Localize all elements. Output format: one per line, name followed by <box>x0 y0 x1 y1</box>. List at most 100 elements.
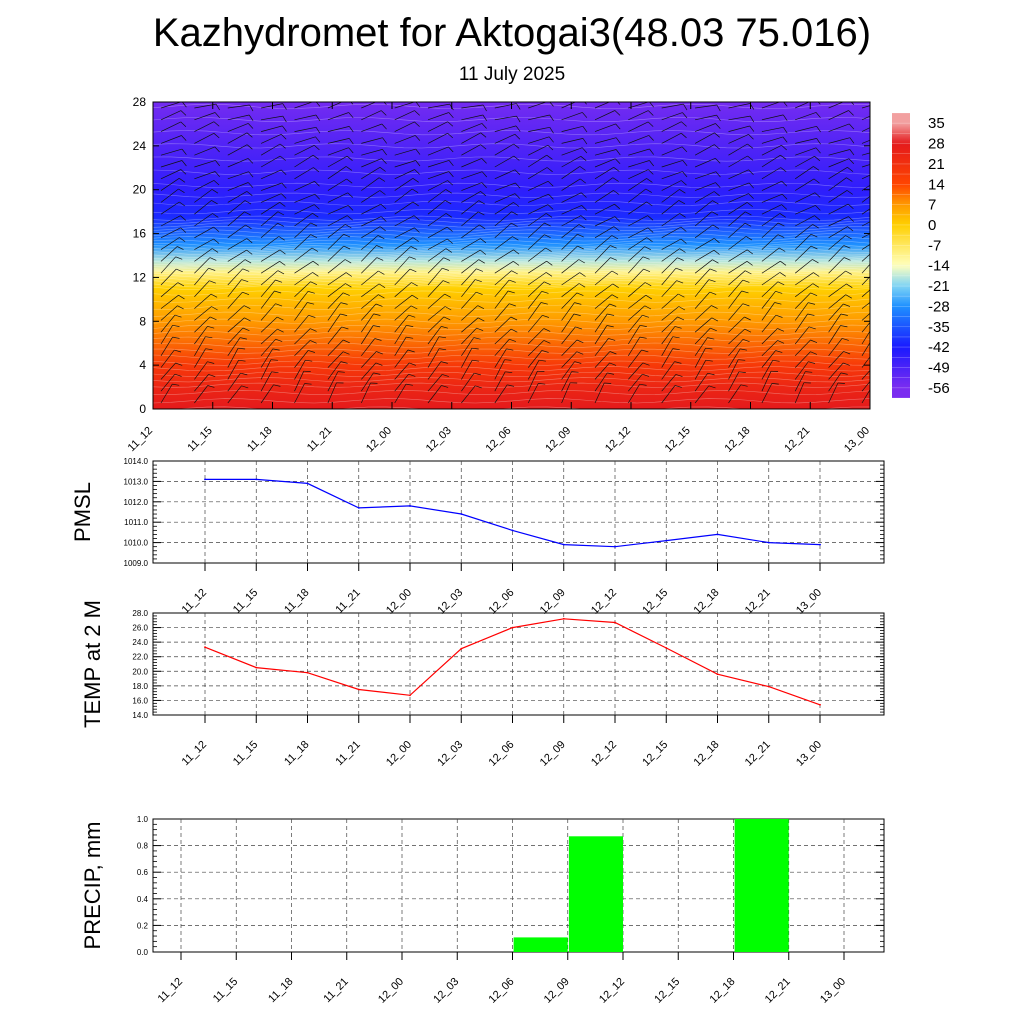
wind-barb-feather <box>648 135 654 141</box>
wind-barb-feather <box>248 114 254 121</box>
wind-barb-feather <box>315 114 321 121</box>
wind-barb <box>360 382 371 404</box>
wind-barb <box>761 180 782 191</box>
wind-barb-feather <box>244 259 252 264</box>
wind-barb <box>394 305 412 321</box>
colorbar-label: 28 <box>928 136 945 153</box>
wind-barb-feather <box>345 166 353 171</box>
wind-barb-feather <box>876 315 883 317</box>
wind-barb-feather <box>474 372 481 376</box>
wind-barb <box>427 280 444 298</box>
wind-barb <box>628 215 648 227</box>
wind-barb-feather <box>613 226 620 232</box>
wind-barb <box>260 202 280 215</box>
wind-barb-feather <box>474 279 482 283</box>
wind-barb-feather <box>541 290 549 294</box>
wind-barb <box>427 257 444 274</box>
wind-barb-feather <box>446 226 453 232</box>
wind-barb <box>294 291 309 309</box>
wind-barb <box>427 112 449 121</box>
colorbar-label: -35 <box>928 319 950 336</box>
wind-barb-feather <box>513 143 520 149</box>
wind-barb-feather <box>612 177 619 182</box>
wind-barb <box>594 294 613 309</box>
wind-barb <box>694 348 706 368</box>
heatmap-contour-line <box>153 285 870 291</box>
wind-barb-feather <box>582 138 588 145</box>
data-point <box>511 626 514 629</box>
wind-barb <box>861 208 870 215</box>
wind-barb <box>361 362 377 380</box>
wind-barb <box>628 148 650 156</box>
wind-barb <box>160 383 173 404</box>
wind-barb-feather <box>179 237 186 242</box>
data-point <box>665 647 668 649</box>
wind-barb-feather <box>781 145 787 151</box>
wind-barb-feather <box>678 200 686 205</box>
wind-barb-feather <box>642 314 650 318</box>
wind-barb-feather <box>277 222 284 227</box>
wind-barb-feather <box>409 362 416 366</box>
wind-barb-feather <box>311 247 319 252</box>
heatmap-x-tick-label: 12_18 <box>723 425 753 455</box>
wind-barb-feather <box>407 349 415 353</box>
wind-barb-feather <box>549 127 554 134</box>
wind-barb <box>194 280 210 298</box>
wind-barb-feather <box>415 148 421 155</box>
panel-frame <box>152 460 885 564</box>
wind-barb-feather <box>410 246 418 250</box>
wind-barb <box>461 360 473 380</box>
wind-barb <box>794 351 811 368</box>
wind-barb-feather <box>648 110 654 116</box>
wind-barb-feather <box>376 351 383 355</box>
colorbar-label: -42 <box>928 339 950 356</box>
y-tick-label: 1.0 <box>137 815 149 824</box>
wind-barb-feather <box>244 317 251 322</box>
wind-barb <box>594 216 616 227</box>
x-tick-label: 11_18 <box>282 739 312 769</box>
wind-barb-feather <box>881 216 886 221</box>
wind-barb-feather <box>544 222 551 227</box>
wind-barb <box>561 233 578 250</box>
heatmap-contour-line <box>153 366 870 372</box>
wind-barb-feather <box>845 235 852 240</box>
wind-barb-feather <box>878 247 884 250</box>
wind-barb <box>227 114 250 121</box>
x-tick-label: 12_09 <box>538 739 568 769</box>
wind-barb <box>761 167 781 180</box>
wind-barb <box>260 182 282 191</box>
wind-barb-feather <box>180 121 187 127</box>
wind-barb-feather <box>608 338 616 341</box>
wind-barb <box>861 302 870 309</box>
wind-barb-feather <box>414 121 420 127</box>
wind-barb <box>294 281 311 298</box>
wind-barb <box>694 249 715 262</box>
wind-barb <box>361 313 374 333</box>
wind-barb-feather <box>772 359 780 362</box>
wind-barb <box>160 110 182 121</box>
wind-barb-feather <box>642 256 650 260</box>
wind-barb-feather <box>410 305 418 310</box>
wind-barb-feather <box>682 171 688 178</box>
wind-barb-feather <box>705 359 713 362</box>
x-tick-label: 13_00 <box>794 739 824 769</box>
wind-barb-feather <box>249 104 254 112</box>
wind-barb <box>594 203 615 215</box>
wind-barb-feather <box>782 136 788 143</box>
wind-barb-feather <box>508 290 515 294</box>
wind-barb-feather <box>447 238 453 244</box>
wind-barb <box>461 132 481 144</box>
wind-barb <box>427 248 447 262</box>
wind-barb-feather <box>213 180 220 186</box>
wind-barb-feather <box>477 317 485 322</box>
wind-barb-feather <box>579 178 587 184</box>
wind-barb <box>728 249 748 262</box>
wind-barb <box>394 383 407 404</box>
wind-barb <box>661 112 683 121</box>
wind-barb <box>795 147 817 156</box>
wind-barb <box>260 155 281 168</box>
wind-barb <box>461 171 483 180</box>
wind-barb <box>461 123 483 132</box>
wind-barb-feather <box>511 211 518 216</box>
wind-barb-feather <box>378 283 386 288</box>
